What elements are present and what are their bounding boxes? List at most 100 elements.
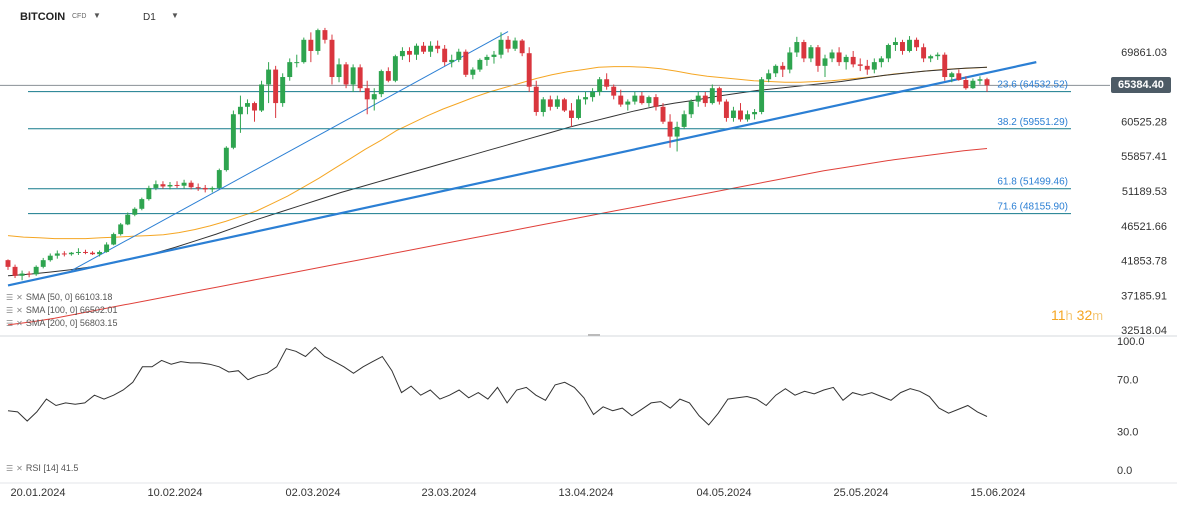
sma-200-legend[interactable]: ☰ ✕ SMA [200, 0] 56803.15	[6, 318, 117, 328]
candle-body	[808, 47, 814, 59]
candle-body	[294, 62, 300, 64]
candle-countdown: 11h 32m	[1051, 307, 1103, 323]
price-tick-label: 69861.03	[1121, 47, 1167, 59]
candle-body	[406, 50, 412, 55]
candle-body	[47, 255, 53, 261]
candle-body	[174, 184, 180, 186]
candle-body	[568, 110, 574, 118]
candle-body	[773, 65, 779, 74]
timeframe-dropdown-icon[interactable]: ▼	[171, 11, 179, 20]
candle-body	[357, 67, 363, 89]
candle-body	[885, 45, 891, 59]
candle-body	[61, 253, 67, 255]
countdown-minutes: 32	[1076, 307, 1093, 323]
rsi-legend[interactable]: ☰ ✕ RSI [14] 41.5	[6, 463, 78, 473]
candle-body	[132, 208, 138, 215]
candle-body	[33, 266, 39, 275]
candle-body	[54, 253, 60, 256]
candle-body	[160, 184, 166, 187]
symbol-selector[interactable]: BITCOIN	[20, 11, 66, 23]
candle-body	[695, 95, 701, 102]
candle-body	[428, 45, 434, 52]
candle-body	[259, 84, 265, 111]
price-tick-label: 32518.04	[1121, 325, 1167, 337]
candle-body	[90, 252, 95, 255]
candle-body	[977, 79, 983, 81]
candle-body	[315, 30, 321, 51]
countdown-hours: 11	[1051, 307, 1066, 323]
candle-body	[759, 79, 765, 113]
candle-body	[681, 114, 687, 127]
candle-body	[949, 73, 955, 78]
candle-body	[892, 42, 898, 46]
candle-body	[794, 42, 800, 53]
candle-body	[928, 56, 934, 59]
candle-body	[850, 56, 856, 65]
candle-body	[421, 45, 427, 52]
remove-indicator-icon[interactable]: ✕	[16, 463, 23, 473]
candle-body	[625, 101, 631, 105]
countdown-minutes-unit: m	[1092, 308, 1104, 323]
candle-body	[583, 97, 589, 100]
fib-label-23.6: 23.6 (64532.52)	[997, 80, 1068, 91]
pane-resize-handle[interactable]	[588, 334, 600, 336]
sma-100-legend[interactable]: ☰ ✕ SMA [100, 0] 66502.01	[6, 305, 117, 315]
candle-body	[83, 251, 88, 253]
remove-indicator-icon[interactable]: ✕	[16, 292, 23, 302]
trendline-1	[71, 31, 509, 272]
candle-body	[350, 67, 356, 85]
candle-body	[188, 182, 194, 188]
candle-body	[97, 251, 103, 255]
candle-body	[730, 110, 736, 118]
candle-body	[709, 88, 715, 104]
rsi-tick-label: 70.0	[1117, 375, 1138, 387]
candle-body	[702, 95, 708, 104]
fib-label-61.8: 61.8 (51499.46)	[997, 177, 1068, 188]
symbol-dropdown-icon[interactable]: ▼	[93, 11, 101, 20]
candle-body	[329, 39, 335, 78]
candle-body	[245, 103, 250, 107]
timeframe-selector[interactable]: D1	[143, 12, 156, 23]
candle-body	[26, 273, 32, 275]
candle-body	[512, 40, 518, 49]
candle-body	[618, 95, 624, 105]
sma-50-legend[interactable]: ☰ ✕ SMA [50, 0] 66103.18	[6, 292, 112, 302]
remove-indicator-icon[interactable]: ✕	[16, 305, 23, 315]
indicator-menu-icon[interactable]: ☰	[6, 305, 14, 315]
candle-body	[322, 30, 328, 40]
time-tick-label: 13.04.2024	[558, 487, 613, 499]
candle-body	[533, 86, 539, 113]
indicator-menu-icon[interactable]: ☰	[6, 292, 14, 302]
candle-body	[604, 79, 610, 87]
indicator-menu-icon[interactable]: ☰	[6, 463, 14, 473]
candle-body	[787, 52, 793, 70]
candle-body	[526, 53, 532, 87]
candle-body	[738, 110, 743, 120]
candle-body	[547, 99, 553, 107]
rsi-tick-label: 100.0	[1117, 336, 1145, 348]
candle-body	[216, 170, 222, 188]
candle-body	[371, 94, 377, 100]
candle-body	[167, 184, 173, 187]
candle-body	[660, 106, 666, 122]
candle-body	[984, 79, 990, 86]
candle-body	[456, 51, 462, 60]
candle-body	[343, 64, 349, 85]
sma-line-1	[7, 66, 988, 277]
candle-body	[723, 101, 729, 118]
candle-body	[540, 99, 546, 113]
indicator-menu-icon[interactable]: ☰	[6, 318, 14, 328]
candle-body	[878, 58, 884, 63]
candle-body	[942, 54, 948, 78]
time-tick-label: 02.03.2024	[285, 487, 340, 499]
candle-body	[505, 39, 511, 49]
candle-body	[385, 71, 391, 81]
sma-200-label: SMA [200, 0] 56803.15	[25, 318, 118, 328]
candle-body	[632, 95, 638, 102]
candle-body	[68, 252, 74, 255]
candle-body	[19, 273, 25, 276]
candle-body	[646, 97, 652, 104]
remove-indicator-icon[interactable]: ✕	[16, 318, 23, 328]
candle-body	[301, 39, 307, 63]
